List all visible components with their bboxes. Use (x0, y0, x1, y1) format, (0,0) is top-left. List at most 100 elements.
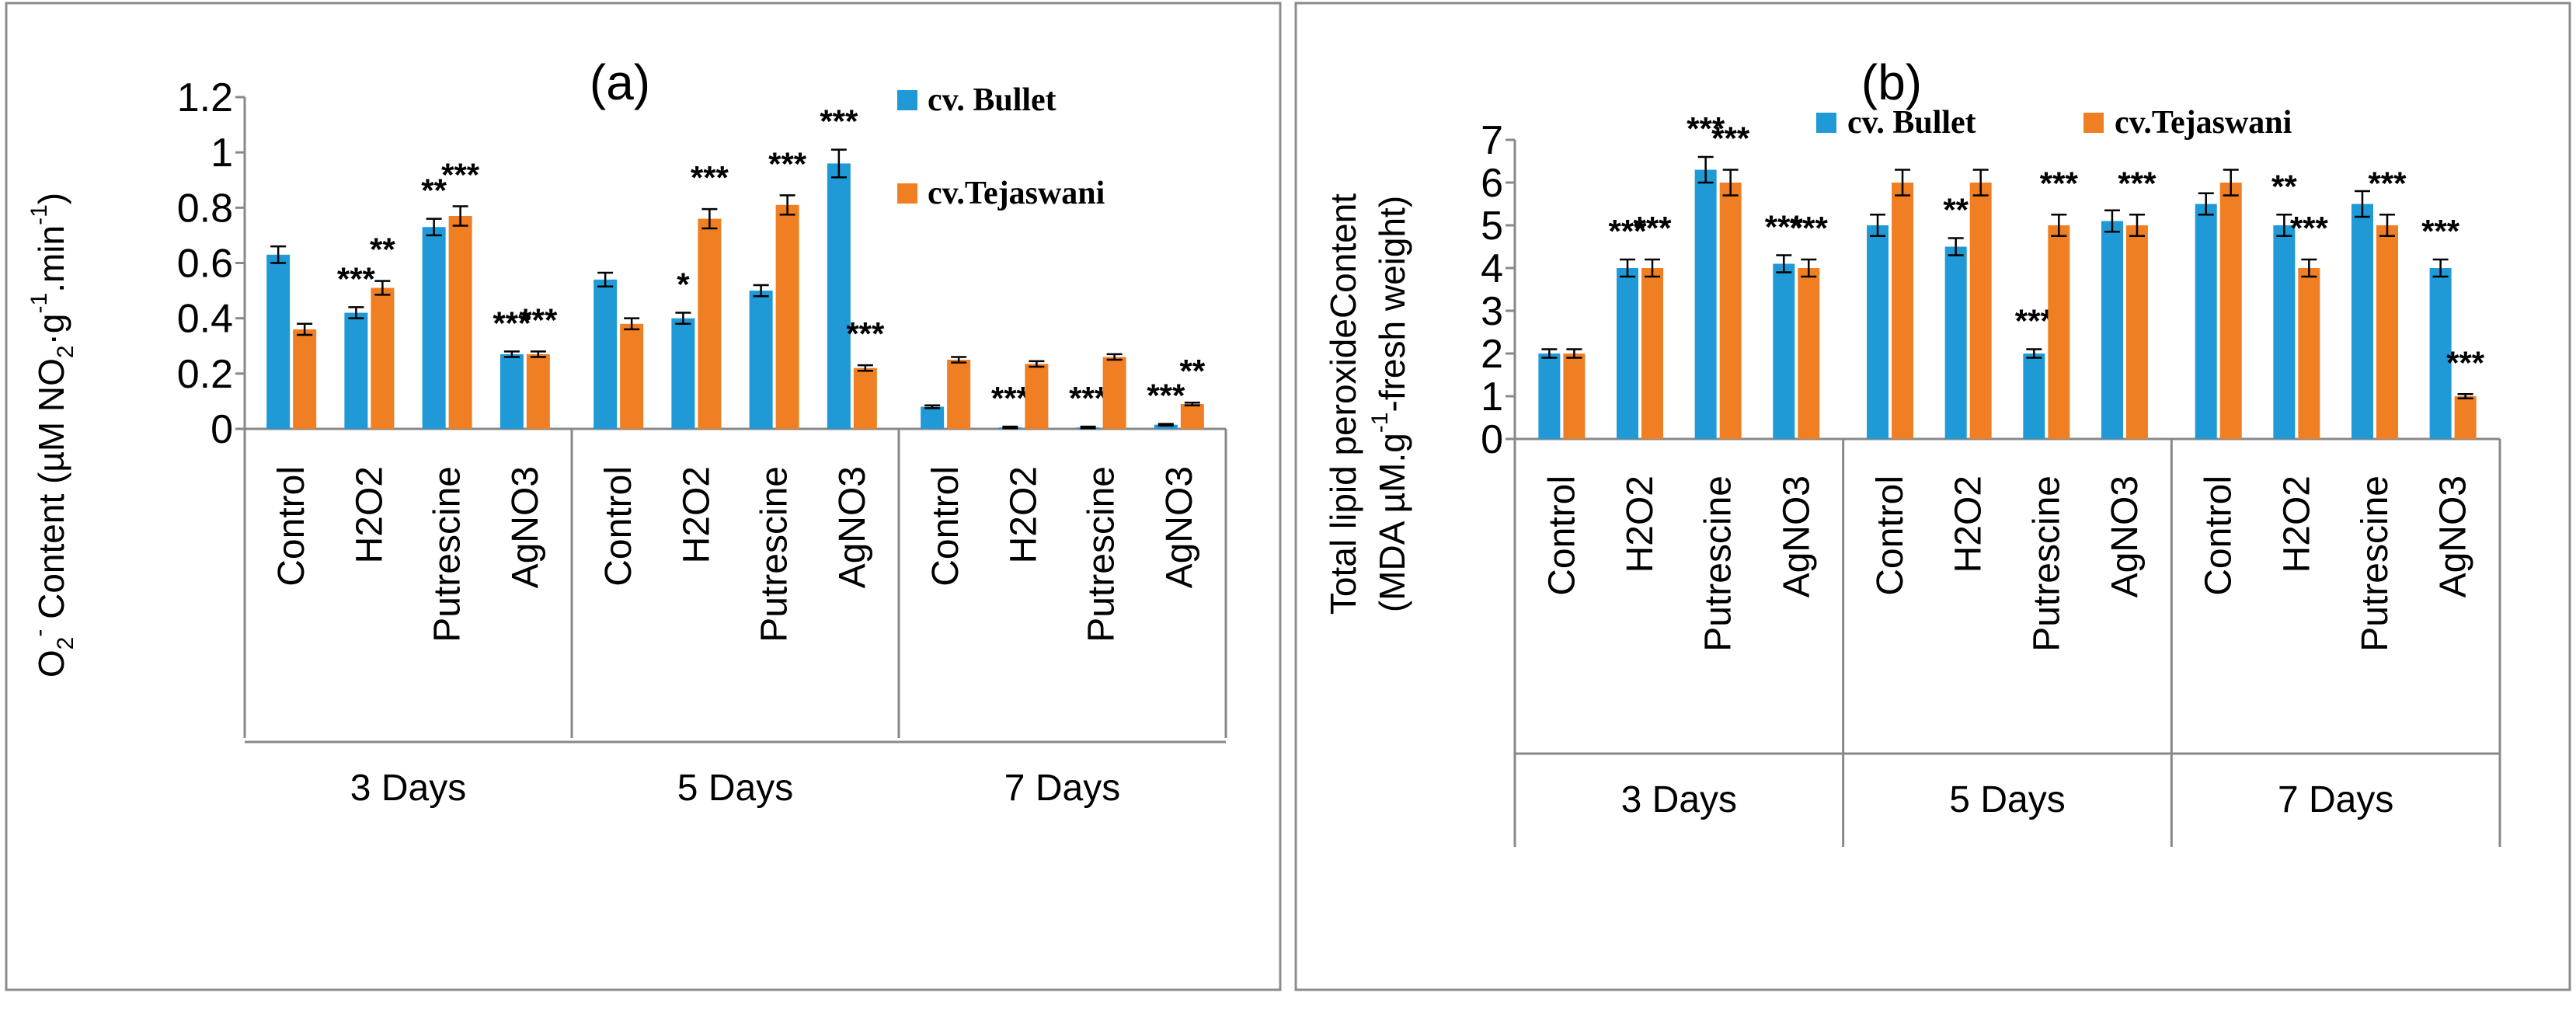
category-label-a: H2O2 (1003, 466, 1044, 563)
bar-bullet-b (2195, 204, 2217, 439)
y-tick-label-b: 6 (1481, 161, 1503, 206)
significance-label-b: *** (2368, 165, 2407, 201)
bar-tejaswani-b (2219, 183, 2242, 439)
bar-bullet-b (2023, 354, 2045, 439)
bar-tejaswani-b (2048, 225, 2070, 439)
category-label-a: Control (271, 466, 312, 587)
bar-tejaswani-b (2454, 396, 2477, 439)
bar-tejaswani-a (448, 216, 472, 429)
significance-label-b: *** (1608, 213, 1647, 249)
legend-swatch-tejaswani-b (2083, 113, 2104, 133)
panel-b-y-axis-label-line2: (MDA µM.g-1-fresh weight) (1367, 196, 1412, 612)
panel-b-chart: (b) Total lipid peroxideContent (MDA µM.… (1323, 54, 2501, 847)
category-label-b: AgNO3 (1776, 475, 1817, 597)
y-tick-label-a: 1 (211, 131, 233, 176)
category-label-b: Putrescine (2355, 475, 2396, 652)
bar-tejaswani-b (2125, 225, 2148, 439)
bar-bullet-a (422, 227, 446, 429)
panel-a-frame (5, 2, 1282, 991)
panel-b-frame (1294, 2, 2571, 991)
bar-tejaswani-a (371, 287, 395, 429)
category-label-b: AgNO3 (2104, 475, 2146, 597)
legend-label-bullet: cv. Bullet (928, 82, 1057, 118)
significance-label-a: *** (441, 157, 480, 193)
bar-bullet-b (2101, 221, 2123, 439)
y-tick-label-b: 7 (1481, 118, 1503, 163)
y-tick-label-b: 3 (1481, 289, 1503, 334)
group-label-a: 7 Days (1004, 768, 1120, 809)
bar-bullet-a (344, 312, 368, 429)
bar-tejaswani-b (1969, 183, 1992, 439)
bar-bullet-b (1867, 225, 1889, 439)
significance-label-a: *** (991, 380, 1030, 416)
significance-label-a: *** (1069, 380, 1108, 416)
bar-tejaswani-a (1102, 357, 1126, 429)
significance-label-b: ** (2271, 168, 2297, 204)
category-label-b: H2O2 (2276, 475, 2317, 573)
category-label-b: Control (2198, 475, 2240, 596)
panel-b-legend: cv. Bullet cv.Tejaswani (1816, 105, 2292, 141)
significance-label-a: *** (519, 301, 558, 338)
significance-label-a: *** (337, 260, 376, 297)
legend-swatch-tejaswani (897, 183, 917, 204)
significance-label-b: *** (2118, 165, 2157, 201)
group-label-b: 7 Days (2278, 779, 2393, 820)
significance-label-b: *** (1711, 120, 1750, 157)
panel-a-chart: (a) O2- Content (µM NO2·g-1.min-1) 0 0.2 0… (26, 54, 1227, 809)
bar-tejaswani-b (2298, 268, 2320, 439)
significance-label-a: ** (421, 172, 447, 209)
bar-tejaswani-a (526, 354, 550, 429)
significance-label-a: *** (1147, 378, 1185, 414)
significance-label-b: *** (2421, 213, 2460, 249)
bar-bullet-b (2429, 268, 2452, 439)
y-tick-label-b: 1 (1481, 374, 1503, 420)
group-label-a: 5 Days (677, 768, 793, 809)
category-label-a: AgNO3 (505, 466, 546, 588)
legend-label-tejaswani: cv.Tejaswani (928, 176, 1105, 211)
bar-tejaswani-a (775, 204, 799, 429)
significance-label-b: *** (1790, 210, 1829, 246)
bar-bullet-b (1538, 354, 1561, 439)
category-label-a: AgNO3 (832, 466, 873, 588)
bar-bullet-b (1944, 246, 1967, 439)
bar-bullet-a (671, 318, 695, 429)
bar-bullet-b (1617, 268, 1639, 439)
category-label-b: H2O2 (1620, 475, 1661, 573)
y-tick-label-b: 4 (1481, 246, 1503, 291)
panel-b-y-axis-label: Total lipid peroxideContent (1323, 193, 1363, 615)
category-label-a: Control (598, 466, 639, 587)
bar-bullet-a (594, 279, 618, 429)
significance-label-b: *** (2446, 344, 2485, 381)
bar-tejaswani-b (1798, 268, 1820, 439)
bar-bullet-b (1773, 263, 1795, 439)
bar-bullet-b (1694, 169, 1717, 439)
significance-label-a: ** (1180, 353, 1206, 389)
significance-label-b: *** (2040, 165, 2079, 201)
significance-label-a: *** (493, 305, 531, 341)
category-label-b: AgNO3 (2433, 475, 2474, 597)
significance-label-a: *** (846, 315, 885, 352)
panel-a-legend: cv. Bullet cv.Tejaswani (897, 82, 1105, 211)
category-label-b: Control (1870, 475, 1911, 596)
significance-label-b: *** (1633, 210, 1672, 246)
category-label-b: Control (1541, 475, 1582, 596)
bar-bullet-a (1154, 424, 1178, 429)
y-tick-label-b: 2 (1481, 332, 1503, 377)
legend-swatch-bullet (897, 90, 917, 110)
category-label-b: Putrescine (1698, 475, 1739, 652)
legend-label-bullet-b: cv. Bullet (1847, 105, 1976, 141)
group-label-b: 5 Days (1949, 779, 2065, 820)
bar-bullet-a (921, 406, 945, 429)
y-tick-label-b: 0 (1481, 417, 1503, 462)
bar-tejaswani-a (1180, 403, 1204, 429)
bar-tejaswani-a (620, 323, 644, 429)
category-label-a: H2O2 (349, 466, 390, 563)
bar-tejaswani-a (698, 218, 722, 429)
bar-bullet-a (827, 163, 851, 429)
bar-tejaswani-b (2376, 225, 2398, 439)
svg-text:O2- Content (µM NO2·g-1.min-1): O2- Content (µM NO2·g-1.min-1) (26, 193, 78, 677)
y-tick-label-a: 0.4 (177, 297, 233, 342)
significance-label-a: *** (691, 159, 729, 196)
bar-tejaswani-b (1892, 183, 1914, 439)
